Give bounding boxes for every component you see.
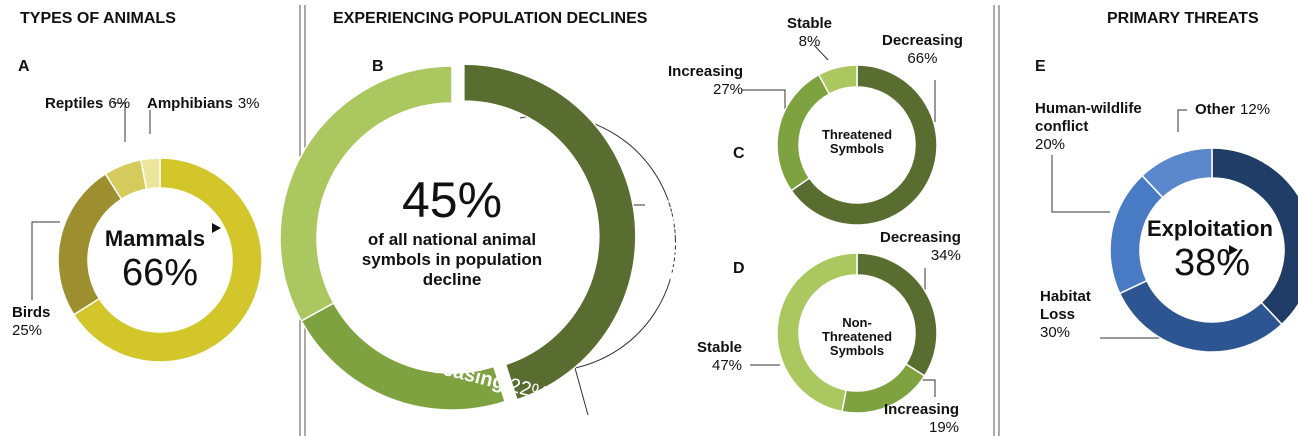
category-label: Decreasing: [882, 32, 963, 49]
segment-label: Other 12%: [1195, 101, 1270, 119]
category-label: Increasing: [884, 401, 960, 418]
donut-segment: [776, 252, 858, 413]
center-category: Mammals: [104, 226, 206, 251]
panel-letter: E: [1035, 58, 1046, 75]
center-text: Non-Threatened Symbols: [821, 315, 893, 358]
panel-title: EXPERIENCING POPULATION DECLINES: [333, 10, 648, 27]
donut-segment: [817, 64, 858, 96]
value-label: 8%: [798, 33, 821, 50]
center-value: 66%: [121, 252, 199, 294]
donut-segment: [300, 302, 507, 411]
panel-letter: A: [18, 58, 30, 75]
category-label: Habitat Loss: [1040, 288, 1091, 323]
center-category: Exploitation: [1147, 216, 1273, 241]
segment-label: Habitat Loss 30%: [1040, 288, 1110, 342]
panel-title: TYPES OF ANIMALS: [20, 10, 176, 27]
segment-label: Decreasing 66%: [882, 32, 963, 68]
center-value: 45%: [401, 172, 503, 228]
segment-label: Amphibians 3%: [147, 95, 260, 113]
center-text: Threatened Symbols: [821, 127, 893, 156]
segment-label: Decreasing 34%: [880, 229, 961, 265]
panel-letter: C: [733, 145, 745, 162]
category-label: Human-wildlife conflict: [1035, 100, 1142, 135]
category-label: Reptiles: [45, 95, 104, 112]
value-label: 25%: [12, 322, 43, 339]
segment-label: Stable 47%: [697, 339, 742, 375]
segment-label: Human-wildlife conflict 20%: [1035, 100, 1160, 154]
segment-label: Increasing 27%: [668, 63, 743, 99]
category-label: Other: [1195, 101, 1236, 118]
category-label: Stable: [697, 339, 743, 356]
segment-label: Decreasing 45%: [664, 196, 686, 349]
donut-segment: [1118, 279, 1283, 353]
donut-segment: [463, 63, 637, 401]
category-label: Decreasing: [880, 229, 961, 246]
value-label: 30%: [1040, 324, 1071, 341]
segment-label: Birds 25%: [12, 304, 50, 340]
segment-label: Stable 8%: [787, 15, 832, 51]
segment-label: Reptiles 6%: [45, 95, 130, 113]
center-value: 38%: [1173, 242, 1251, 284]
value-label: 6%: [108, 95, 131, 112]
value-label: 27%: [713, 81, 744, 98]
arrow-icon: [212, 223, 221, 233]
panel-title: PRIMARY THREATS: [1107, 10, 1259, 27]
donut-segment: [279, 65, 453, 322]
value-label: 19%: [929, 419, 960, 436]
donut-segment: [140, 157, 161, 191]
panel-letter: B: [372, 58, 384, 75]
category-label: Stable: [787, 15, 833, 32]
value-label: 3%: [237, 95, 260, 112]
value-label: 12%: [1240, 101, 1271, 118]
arrow-icon: [1229, 245, 1238, 255]
value-label: 47%: [711, 357, 743, 374]
category-label: Birds: [12, 304, 51, 321]
center-text: of all national animal symbols in popula…: [361, 230, 543, 289]
donut-segment: [1141, 147, 1213, 199]
value-label: 20%: [1035, 136, 1066, 153]
donut-segment: [790, 64, 938, 226]
segment-label: Increasing 19%: [884, 401, 959, 436]
value-label: 34%: [930, 247, 961, 264]
panel-letter: D: [733, 260, 745, 277]
category-label: Amphibians: [147, 95, 233, 112]
donut-segment: [72, 157, 263, 363]
value-label: 66%: [907, 50, 938, 67]
category-label: Decreasing: [664, 241, 686, 349]
category-label: Increasing: [668, 63, 744, 80]
value-label: 45%: [664, 196, 686, 237]
